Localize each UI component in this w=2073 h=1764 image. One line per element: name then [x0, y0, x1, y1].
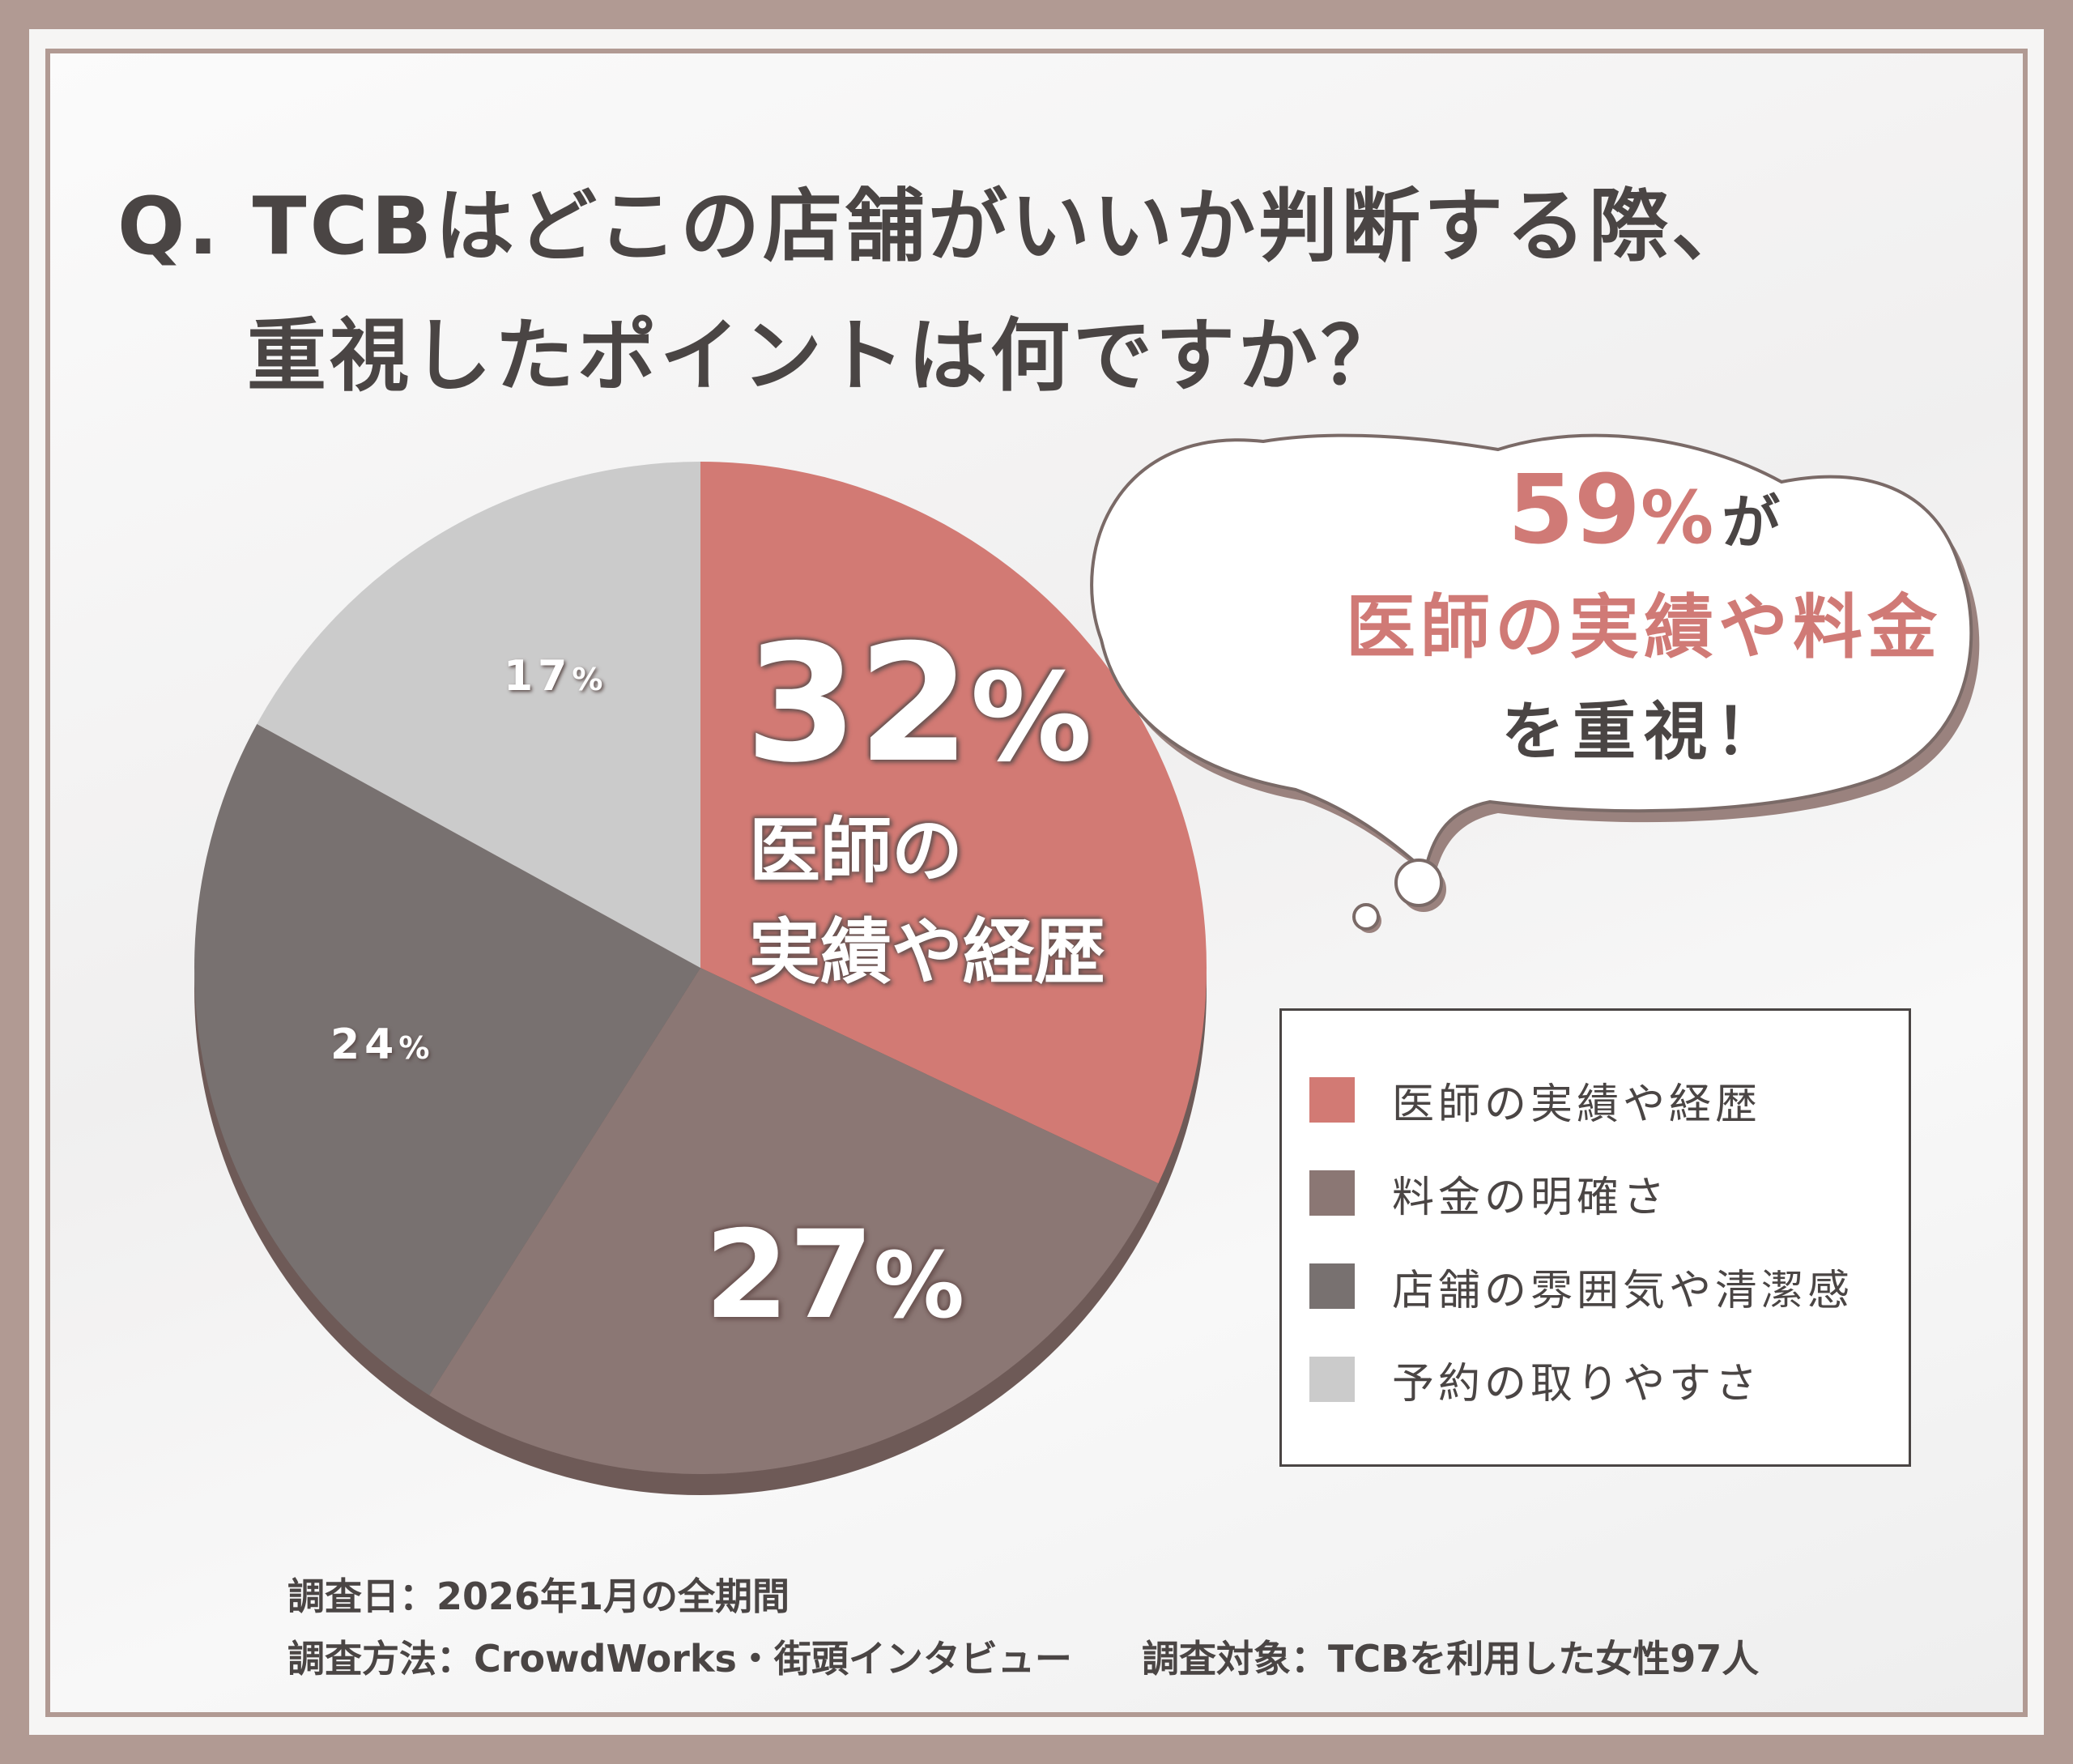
legend-label-booking: 予約の取りやすさ	[1392, 1359, 1762, 1408]
slice-label-store-pct: 24%	[330, 1020, 434, 1069]
legend-swatch-store	[1309, 1263, 1355, 1309]
legend-item-store: 店舗の雰囲気や清潔感	[1309, 1262, 1854, 1315]
speech-bubble	[1090, 433, 1980, 933]
slice-label-booking-number: 17	[504, 652, 573, 701]
slice-label-booking-unit: %	[572, 662, 608, 697]
callout-number: 59	[1507, 454, 1641, 565]
legend: 医師の実績や経歴 料金の明確さ 店舗の雰囲気や清潔感 予約の取りやすさ	[1279, 1008, 1911, 1467]
title-line-1: Q. TCBはどこの店舗がいいか判断する際、	[117, 181, 1755, 273]
legend-item-booking: 予約の取りやすさ	[1309, 1355, 1761, 1408]
legend-swatch-doctor	[1309, 1077, 1355, 1123]
slice-label-doctor-pct: 32%	[745, 624, 1092, 799]
bubble-dot-large	[1394, 859, 1443, 907]
speech-bubble-body	[1090, 433, 1973, 874]
survey-method: 調査方法：CrowdWorks・街頭インタビュー	[287, 1637, 1072, 1681]
slice-label-doctor-unit: %	[970, 648, 1092, 789]
legend-item-doctor: 医師の実績や経歴	[1309, 1076, 1761, 1129]
callout-text: 59% が 医師の実績や料金 を重視！	[1077, 454, 2073, 772]
slice-label-price-unit: %	[873, 1234, 964, 1339]
slice-label-store-unit: %	[398, 1030, 435, 1066]
slice-label-price-pct: 27%	[704, 1215, 964, 1347]
callout-headline: 59% が	[1077, 454, 2073, 565]
slice-label-store-number: 24	[330, 1020, 399, 1069]
pie-slices	[194, 462, 1207, 1474]
slice-label-doctor-text-1: 医師の	[749, 809, 964, 893]
slice-label-price-number: 27	[704, 1205, 874, 1346]
slice-price	[429, 968, 1159, 1474]
callout-particle: が	[1722, 488, 1781, 556]
legend-label-price: 料金の明確さ	[1392, 1173, 1670, 1222]
survey-target: 調査対象：TCBを利用した女性97人	[1142, 1637, 1760, 1681]
bubble-dot-small	[1352, 903, 1380, 931]
legend-swatch-booking	[1309, 1357, 1355, 1402]
callout-unit: %	[1641, 475, 1714, 560]
slice-label-booking-pct: 17%	[504, 652, 607, 701]
slice-doctor	[700, 462, 1207, 1184]
legend-item-price: 料金の明確さ	[1309, 1169, 1669, 1222]
legend-swatch-price	[1309, 1170, 1355, 1216]
slice-label-doctor-text-2: 実績や経歴	[749, 910, 1106, 994]
title-line-2: 重視したポイントは何ですか？	[247, 310, 1404, 403]
survey-date: 調査日：2026年1月の全期間	[287, 1574, 790, 1618]
slice-label-doctor-number: 32	[745, 610, 971, 799]
slice-store	[194, 723, 701, 1395]
callout-highlight: 医師の実績や料金	[1346, 587, 1942, 668]
slice-booking	[257, 462, 700, 968]
callout-conclusion: を重視！	[1500, 696, 1786, 769]
legend-label-store: 店舗の雰囲気や清潔感	[1392, 1266, 1854, 1315]
legend-label-doctor: 医師の実績や経歴	[1392, 1080, 1762, 1129]
